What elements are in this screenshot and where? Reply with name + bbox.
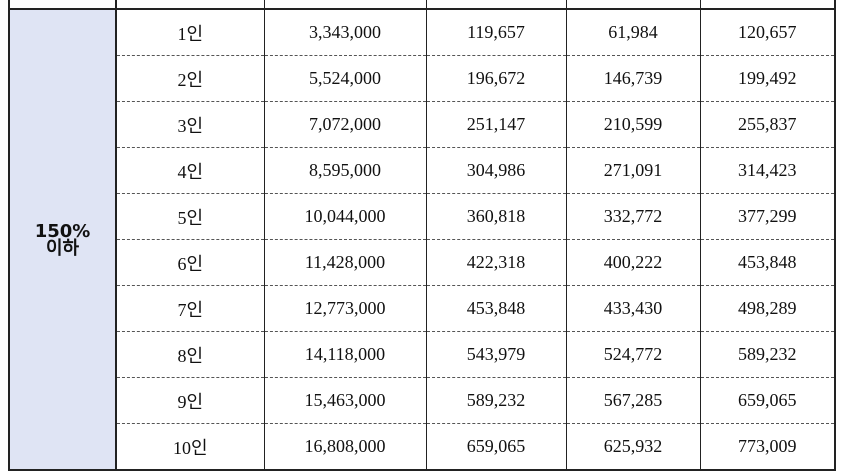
household-size-cell: 10인 (115, 423, 265, 471)
top-edge-cell (699, 0, 836, 10)
value-cell-b: 400,222 (565, 239, 701, 286)
table-body: 150% 이하 1인 3,343,000 119,657 61,984 120,657 2인 5… (8, 0, 836, 471)
base-amount-cell: 5,524,000 (263, 55, 427, 102)
base-amount-cell: 8,595,000 (263, 147, 427, 194)
value-cell-b: 433,430 (565, 285, 701, 332)
value-cell-c: 453,848 (699, 239, 836, 286)
base-amount-cell: 11,428,000 (263, 239, 427, 286)
household-size-cell: 4인 (115, 147, 265, 194)
base-amount-cell: 14,118,000 (263, 331, 427, 378)
group-label-line: 이하 (45, 237, 80, 259)
value-cell-c: 498,289 (699, 285, 836, 332)
table-row: 4인 8,595,000 304,986 271,091 314,423 (9, 147, 836, 194)
income-table-container: 150% 이하 1인 3,343,000 119,657 61,984 120,657 2인 5… (8, 0, 836, 471)
income-table: 150% 이하 1인 3,343,000 119,657 61,984 120,657 2인 5… (8, 0, 836, 471)
top-edge-cell (8, 0, 117, 10)
value-cell-b: 567,285 (565, 377, 701, 424)
table-row: 5인 10,044,000 360,818 332,772 377,299 (9, 193, 836, 240)
value-cell-a: 251,147 (425, 101, 567, 148)
value-cell-b: 271,091 (565, 147, 701, 194)
value-cell-a: 422,318 (425, 239, 567, 286)
top-edge-cell (263, 0, 427, 10)
base-amount-cell: 10,044,000 (263, 193, 427, 240)
table-row: 10인 16,808,000 659,065 625,932 773,009 (9, 423, 836, 471)
value-cell-a: 119,657 (425, 9, 567, 56)
value-cell-c: 255,837 (699, 101, 836, 148)
income-group-label: 150% 이하 (8, 9, 117, 471)
value-cell-a: 360,818 (425, 193, 567, 240)
value-cell-a: 196,672 (425, 55, 567, 102)
table-top-edge-row (8, 0, 836, 10)
value-cell-b: 332,772 (565, 193, 701, 240)
top-edge-cell (565, 0, 701, 10)
group-label-line: 150% (34, 220, 91, 242)
household-size-cell: 8인 (115, 331, 265, 378)
value-cell-a: 659,065 (425, 423, 567, 471)
value-cell-b: 146,739 (565, 55, 701, 102)
value-cell-a: 453,848 (425, 285, 567, 332)
value-cell-c: 120,657 (699, 9, 836, 56)
table-row: 9인 15,463,000 589,232 567,285 659,065 (9, 377, 836, 424)
table-row: 3인 7,072,000 251,147 210,599 255,837 (9, 101, 836, 148)
value-cell-c: 377,299 (699, 193, 836, 240)
value-cell-a: 304,986 (425, 147, 567, 194)
value-cell-c: 659,065 (699, 377, 836, 424)
value-cell-b: 625,932 (565, 423, 701, 471)
household-size-cell: 2인 (115, 55, 265, 102)
base-amount-cell: 12,773,000 (263, 285, 427, 332)
value-cell-b: 210,599 (565, 101, 701, 148)
value-cell-c: 314,423 (699, 147, 836, 194)
household-size-cell: 1인 (115, 9, 265, 56)
value-cell-c: 199,492 (699, 55, 836, 102)
value-cell-b: 61,984 (565, 9, 701, 56)
table-row: 2인 5,524,000 196,672 146,739 199,492 (9, 55, 836, 102)
household-size-cell: 6인 (115, 239, 265, 286)
base-amount-cell: 7,072,000 (263, 101, 427, 148)
top-edge-cell (425, 0, 567, 10)
value-cell-a: 589,232 (425, 377, 567, 424)
household-size-cell: 5인 (115, 193, 265, 240)
table-row: 7인 12,773,000 453,848 433,430 498,289 (9, 285, 836, 332)
value-cell-b: 524,772 (565, 331, 701, 378)
table-row: 8인 14,118,000 543,979 524,772 589,232 (9, 331, 836, 378)
household-size-cell: 3인 (115, 101, 265, 148)
base-amount-cell: 16,808,000 (263, 423, 427, 471)
base-amount-cell: 3,343,000 (263, 9, 427, 56)
household-size-cell: 7인 (115, 285, 265, 332)
value-cell-c: 589,232 (699, 331, 836, 378)
base-amount-cell: 15,463,000 (263, 377, 427, 424)
top-edge-cell (115, 0, 265, 10)
table-row: 6인 11,428,000 422,318 400,222 453,848 (9, 239, 836, 286)
table-row: 150% 이하 1인 3,343,000 119,657 61,984 120,657 (8, 9, 836, 471)
household-size-cell: 9인 (115, 377, 265, 424)
value-cell-a: 543,979 (425, 331, 567, 378)
value-cell-c: 773,009 (699, 423, 836, 471)
